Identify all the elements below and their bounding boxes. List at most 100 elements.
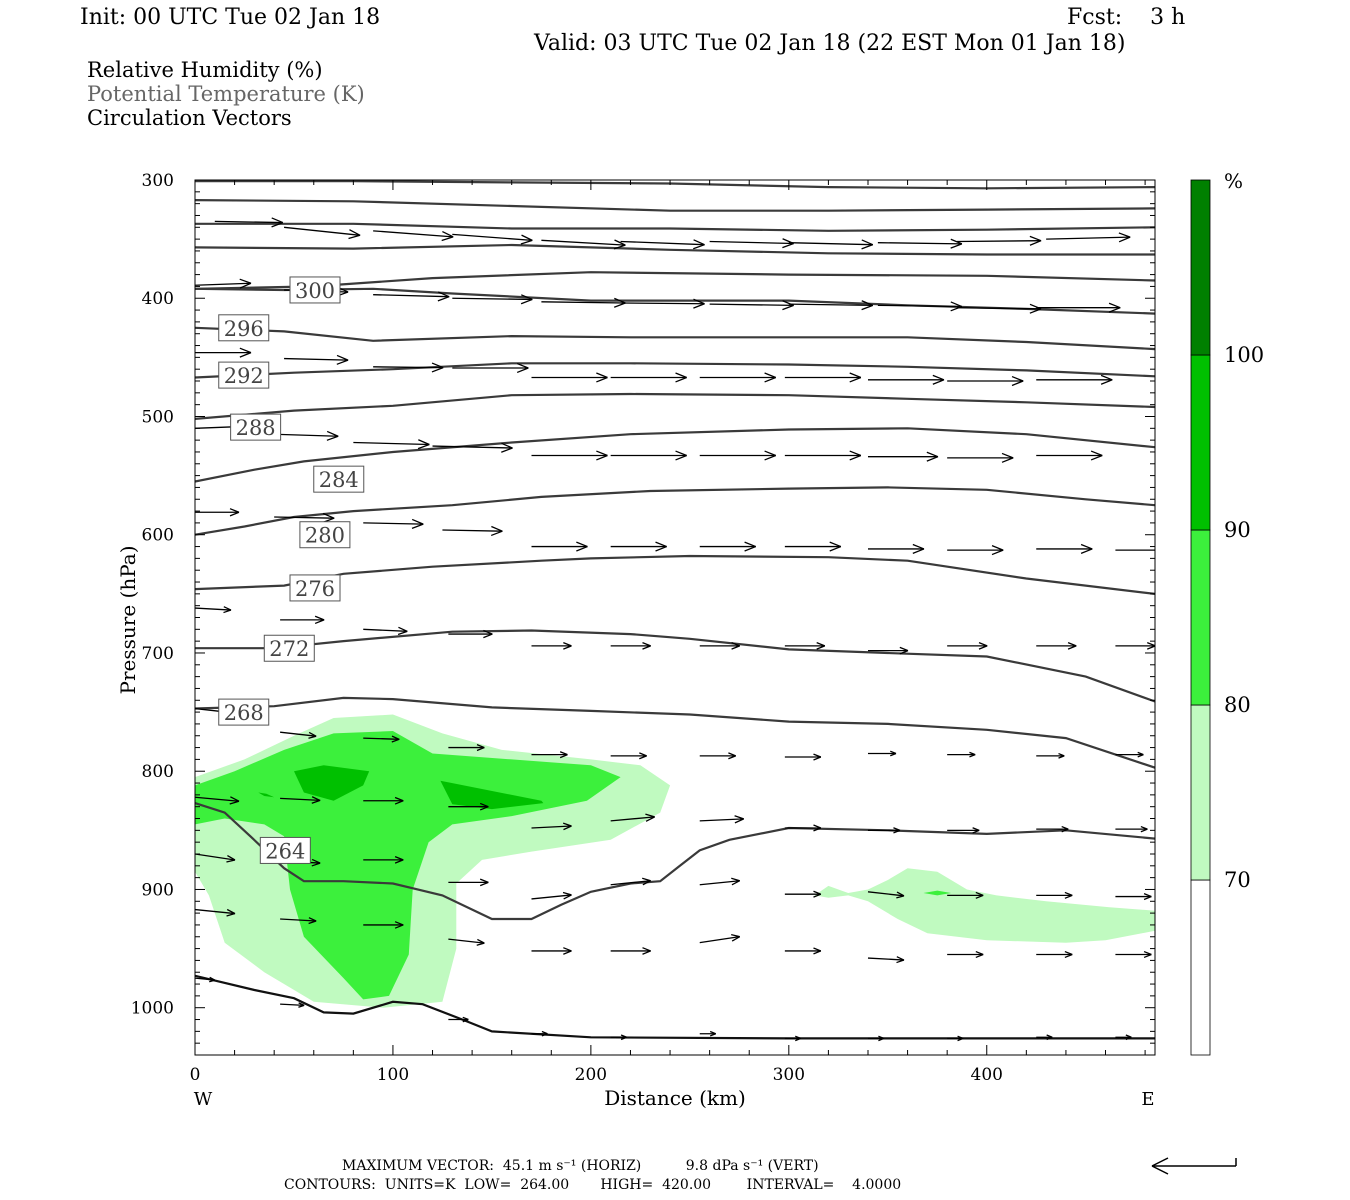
circulation-vector [867,1035,885,1042]
vector-head [1001,457,1014,463]
circulation-vector [784,450,862,461]
vector-head [394,796,404,802]
colorbar-label: 80 [1224,693,1251,717]
vector-head [563,825,572,831]
vector-shaft [957,240,1042,243]
circulation-vector [699,752,736,760]
vector-head [896,959,905,964]
circulation-vector [195,508,240,517]
circulation-vector [448,629,493,639]
circulation-vector [610,372,687,383]
colorbar-segment [1190,879,1211,1056]
circulation-vector [1115,893,1152,901]
vector-shaft [699,880,740,886]
vector-head [849,372,862,379]
vector-head [693,298,705,305]
vector-shaft [214,220,283,224]
vector-head [795,1035,802,1040]
circulation-vector [195,606,232,614]
colorbar: 70 80 90 100% [1190,169,1264,1056]
vector-head [1108,307,1121,313]
vector-shaft [373,366,444,369]
vector-head [1046,1036,1053,1041]
contour-label-box [289,574,341,602]
rh-region-70 [814,868,1155,943]
vector-shaft [195,282,252,286]
vector-shaft [195,796,240,802]
vector-head [899,646,909,652]
vector-head [912,543,925,550]
y-tick-label: 400 [142,289,174,309]
theta-contour-292 [195,362,1155,379]
vector-head [849,450,862,457]
circulation-vector [699,934,741,944]
vector-head [1064,950,1073,956]
circulation-vector [610,813,655,822]
contour-label: 264 [265,839,305,863]
vector-head [226,912,236,917]
circulation-vector [284,226,361,240]
vector-head [829,545,842,552]
contour-labels: 264 268 272 276 280 284 288 292 296 300 [218,276,365,864]
vector-shaft [610,880,651,886]
rh-region-90 [294,765,370,801]
circulation-vector [867,646,909,655]
vector-head [394,924,404,929]
vector-head [1029,240,1042,246]
vector-head [308,917,317,922]
vector-head [391,738,400,743]
vector-head [991,545,1004,551]
circulation-vector [1036,450,1103,461]
vector-head [348,234,361,240]
circulation-vector [373,291,450,302]
circulation-vector [373,230,454,242]
vector-head [731,880,741,886]
vector-head [462,1016,469,1021]
vector-head [655,545,667,552]
vector-head [230,796,240,802]
vector-head [479,881,489,887]
circulation-vector [957,303,1042,314]
vector-head [311,799,321,804]
contour-label-box [218,361,270,389]
vector-head [476,746,485,752]
circulation-vector [195,278,252,289]
contour-label-box [313,465,365,493]
vector-shaft [448,938,485,944]
circulation-vector [784,753,822,761]
theta-contour-unlabeled [195,180,1155,190]
circulation-vector [531,642,572,650]
circulation-vector [877,238,963,249]
circulation-vector [448,938,485,946]
y-tick-label: 500 [142,407,174,427]
vector-head [1160,550,1171,554]
circulation-vector [452,362,529,374]
vector-head [613,302,626,308]
vector-shaft [1046,236,1131,240]
vector-shaft [274,516,335,519]
circulation-vector [1046,232,1131,243]
circulation-vector [363,518,424,529]
vector-head [849,454,862,461]
circulation-vector [877,301,963,312]
vector-head [559,751,568,756]
vector-head [477,938,485,944]
vector-head [394,921,404,926]
vector-head [227,854,236,861]
vector-head [816,642,826,647]
vector-head [271,221,284,228]
circulation-vector [531,751,568,759]
vector-head [397,630,408,636]
vector-head [932,374,945,381]
vector-shaft [373,230,454,238]
circulation-vector [867,750,897,757]
vector-head [308,920,317,925]
circulation-vector [947,375,1024,387]
vector-head [926,451,939,458]
vector-head [1011,375,1024,382]
vector-head [520,298,533,305]
circulation-vector [709,238,794,249]
circulation-vector [195,796,240,805]
contour-label: 284 [319,468,359,492]
